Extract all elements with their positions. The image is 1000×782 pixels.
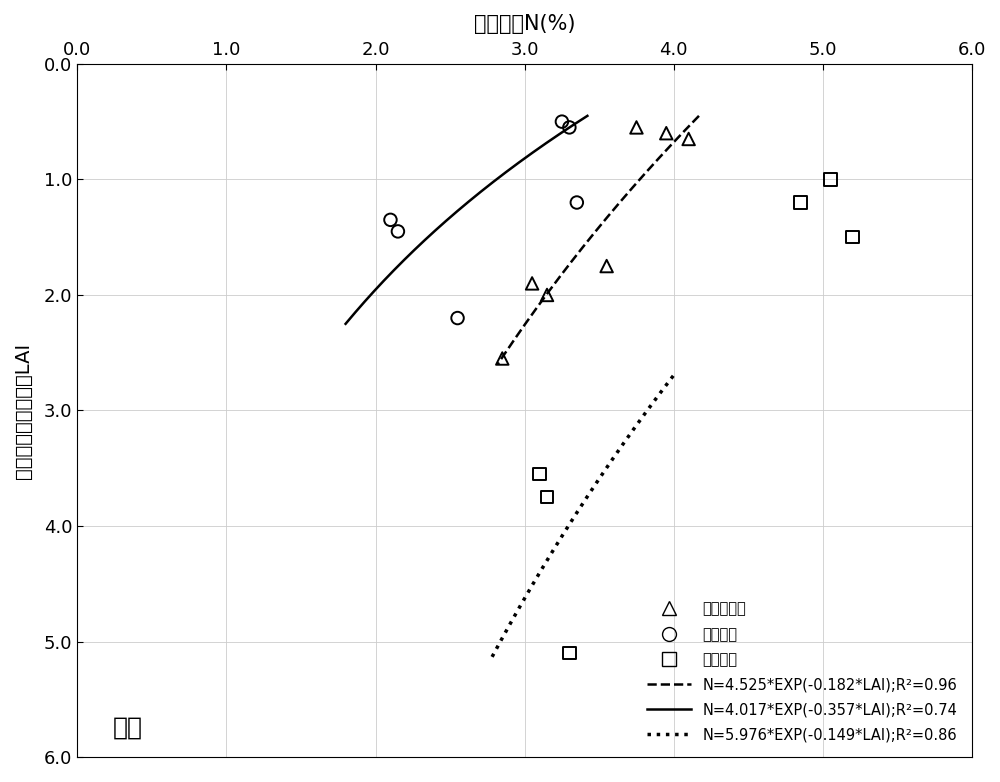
Point: [561, 647, 577, 659]
Point: [599, 260, 615, 272]
Point: [524, 277, 540, 289]
Point: [494, 352, 510, 364]
Point: [681, 133, 697, 145]
Point: [628, 121, 644, 134]
Point: [792, 196, 808, 209]
X-axis label: 叶氮浓度N(%): 叶氮浓度N(%): [474, 14, 575, 34]
Point: [390, 225, 406, 238]
Point: [532, 468, 548, 480]
Point: [822, 173, 838, 185]
Text: 拔节: 拔节: [113, 716, 143, 740]
Point: [554, 116, 570, 128]
Point: [539, 289, 555, 301]
Point: [561, 121, 577, 134]
Point: [539, 491, 555, 504]
Point: [569, 196, 585, 209]
Point: [382, 213, 398, 226]
Y-axis label: 自冠层顶部向下累积LAI: 自冠层顶部向下累积LAI: [14, 343, 33, 479]
Point: [658, 127, 674, 139]
Point: [450, 312, 466, 325]
Legend: 雨养无灌溉, 氮肥亏缺, 水氮充分, N=4.525*EXP(-0.182*LAI);R²=0.96, N=4.017*EXP(-0.357*LAI);R²=0: 雨养无灌溉, 氮肥亏缺, 水氮充分, N=4.525*EXP(-0.182*LA…: [640, 594, 965, 750]
Point: [845, 231, 861, 243]
